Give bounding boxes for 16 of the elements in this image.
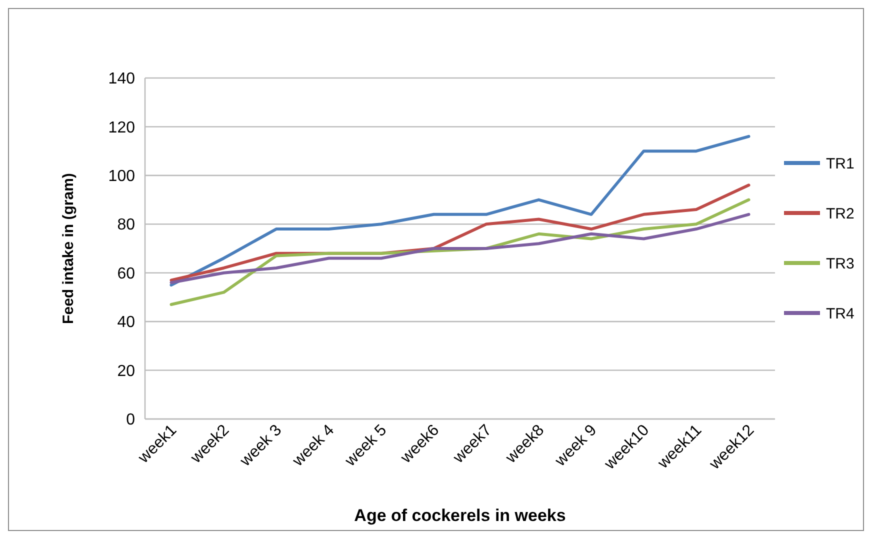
y-tick-label: 80: [117, 216, 136, 234]
y-tick-label: 140: [108, 70, 136, 88]
y-tick-label: 120: [108, 119, 136, 136]
line-series: [170, 212, 750, 284]
y-tick-label: 60: [117, 265, 136, 282]
legend-label: TR1: [826, 155, 854, 172]
legend-label: TR3: [826, 255, 854, 272]
line-series: [170, 134, 750, 287]
x-axis-title: Age of cockerels in weeks: [354, 506, 566, 525]
y-tick-label: 40: [117, 314, 136, 332]
y-tick-label: 20: [117, 362, 136, 380]
y-axis-title: Feed intake in (gram): [60, 173, 77, 324]
y-tick-label: 0: [126, 412, 136, 429]
legend-label: TR4: [826, 305, 854, 322]
y-tick-label: 100: [108, 168, 136, 186]
legend-label: TR2: [826, 205, 854, 222]
